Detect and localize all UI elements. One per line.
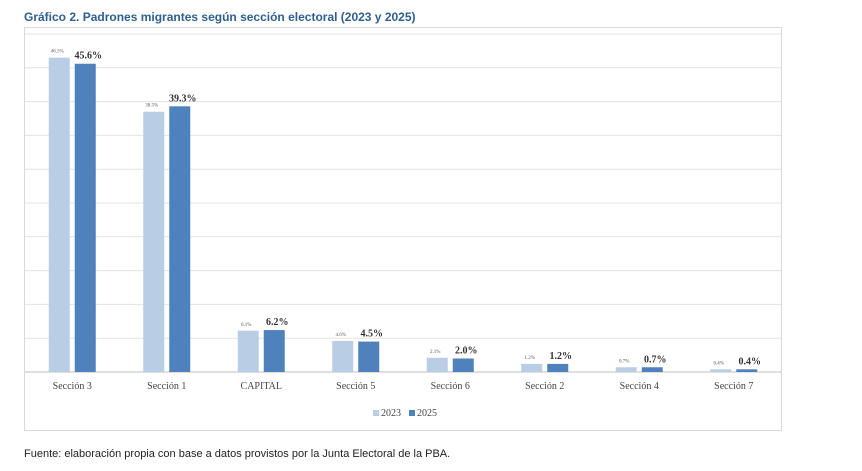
x-tick-label: Sección 6 bbox=[431, 381, 470, 392]
bar-2025-6 bbox=[547, 363, 569, 372]
data-label-2023-6: 1.2% bbox=[525, 356, 535, 361]
legend-swatch-2023 bbox=[373, 410, 379, 416]
x-tick-label: Sección 3 bbox=[53, 381, 92, 392]
x-tick-label: CAPITAL bbox=[241, 381, 282, 392]
bar-2023-1 bbox=[48, 57, 70, 372]
bar-2025-7 bbox=[641, 367, 663, 372]
legend-label-2025: 2025 bbox=[417, 408, 437, 419]
legend-swatch-2025 bbox=[409, 410, 415, 416]
bar-chart: 46.5% 45.6% 38.5% 39.3% 6.1% 6.2% 4.6% 4.5% 2.1%… bbox=[25, 33, 781, 419]
bar-2023-2 bbox=[143, 111, 165, 373]
x-tick-label: Sección 1 bbox=[147, 381, 186, 392]
bar-2025-3 bbox=[263, 330, 285, 372]
x-tick-label: Sección 5 bbox=[336, 381, 375, 392]
data-label-2025-6: 1.2% bbox=[550, 351, 573, 362]
data-label-2025-3: 6.2% bbox=[266, 317, 289, 328]
bar-2023-6 bbox=[521, 363, 543, 372]
data-label-2023-8: 0.4% bbox=[714, 361, 724, 366]
data-label-2025-1: 45.6% bbox=[75, 51, 103, 62]
data-label-2025-4: 4.5% bbox=[361, 329, 384, 340]
data-label-2023-4: 4.6% bbox=[336, 333, 346, 338]
bar-2023-7 bbox=[615, 367, 637, 372]
chart-title: Gráfico 2. Padrones migrantes según secc… bbox=[24, 10, 416, 24]
x-tick-label: Sección 4 bbox=[620, 381, 659, 392]
bar-2025-1 bbox=[74, 63, 96, 373]
x-tick-label: Sección 7 bbox=[714, 381, 753, 392]
data-label-2023-3: 6.1% bbox=[241, 323, 251, 328]
chart-frame: 46.5% 45.6% 38.5% 39.3% 6.1% 6.2% 4.6% 4.5% 2.1%… bbox=[24, 27, 782, 431]
data-label-2023-5: 2.1% bbox=[430, 350, 440, 355]
bar-2025-8 bbox=[736, 369, 758, 372]
data-label-2023-7: 0.7% bbox=[619, 359, 629, 364]
data-label-2025-2: 39.3% bbox=[169, 93, 197, 104]
data-label-2025-8: 0.4% bbox=[739, 356, 762, 367]
bar-2025-5 bbox=[452, 358, 474, 372]
x-tick-label: Sección 2 bbox=[525, 381, 564, 392]
bar-2023-5 bbox=[426, 357, 448, 372]
data-label-2023-1: 46.5% bbox=[51, 50, 64, 55]
source-note: Fuente: elaboración propia con base a da… bbox=[24, 448, 451, 460]
bar-2023-4 bbox=[332, 340, 354, 372]
bar-2023-8 bbox=[710, 369, 732, 372]
data-label-2025-5: 2.0% bbox=[455, 345, 478, 356]
legend-label-2023: 2023 bbox=[381, 408, 401, 419]
bar-2023-3 bbox=[237, 330, 259, 372]
data-label-2025-7: 0.7% bbox=[644, 354, 667, 365]
data-label-2023-2: 38.5% bbox=[145, 104, 158, 109]
bar-2025-2 bbox=[169, 106, 191, 372]
bar-2025-4 bbox=[358, 341, 380, 372]
